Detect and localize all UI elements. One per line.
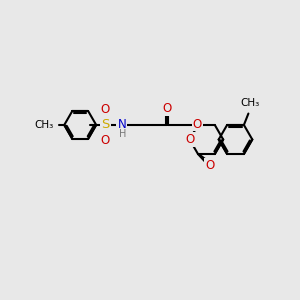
Text: S: S xyxy=(101,118,110,131)
Text: O: O xyxy=(185,133,194,146)
Text: O: O xyxy=(101,134,110,147)
Text: N: N xyxy=(117,118,126,131)
Text: O: O xyxy=(163,102,172,115)
Text: H: H xyxy=(119,129,127,139)
Text: O: O xyxy=(193,118,202,130)
Text: CH₃: CH₃ xyxy=(241,98,260,108)
Text: CH₃: CH₃ xyxy=(34,120,53,130)
Text: O: O xyxy=(101,103,110,116)
Text: O: O xyxy=(206,159,214,172)
